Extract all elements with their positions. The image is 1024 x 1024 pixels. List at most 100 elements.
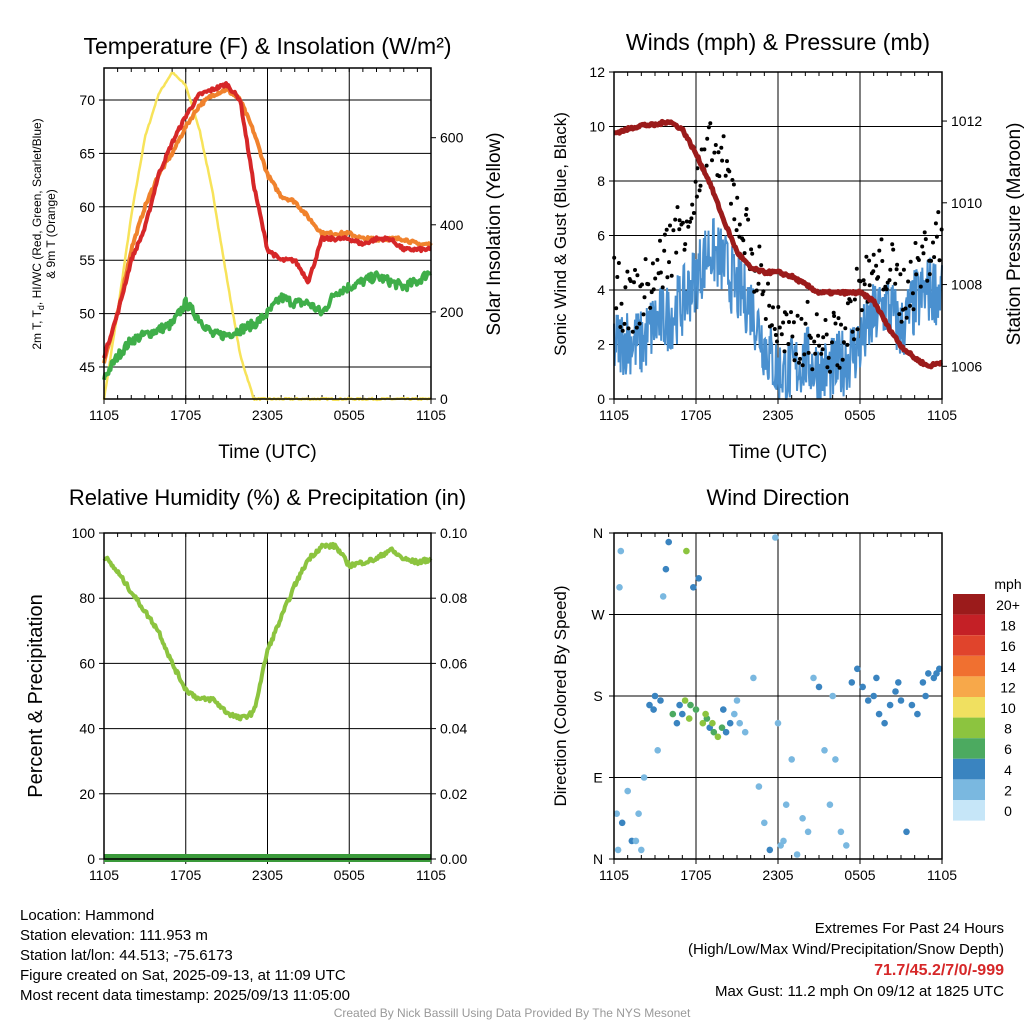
gust-point <box>789 310 793 315</box>
legend-label: 4 <box>1004 762 1012 778</box>
gust-point <box>664 227 669 232</box>
gust-point <box>658 270 663 275</box>
gust-point <box>643 257 648 262</box>
sonic-wind-line <box>613 217 943 400</box>
x-tick-label: 1105 <box>416 867 446 883</box>
gust-point <box>781 320 786 325</box>
gust-point <box>830 340 834 345</box>
direction-point <box>892 688 899 695</box>
speed-legend: mph 20+ 18 16 14 12 10 8 6 4 2 0 <box>953 576 1022 821</box>
gust-point <box>651 287 656 292</box>
max-gust: Max Gust: 11.2 mph On 09/12 at 1825 UTC <box>714 983 1004 1000</box>
plot-frame <box>613 71 943 400</box>
direction-point <box>624 787 631 795</box>
y-tick-label: 100 <box>72 525 96 541</box>
x-tick-label: 1105 <box>416 407 446 423</box>
gust-point <box>750 251 755 256</box>
gust-point <box>893 281 898 286</box>
gust-point <box>695 166 700 171</box>
direction-point <box>618 819 626 827</box>
legend-swatch <box>953 614 985 636</box>
x-tick-label: 0505 <box>844 407 875 423</box>
direction-point <box>837 828 845 836</box>
direction-point <box>799 815 806 822</box>
x-tick-label: 1105 <box>927 407 957 423</box>
gust-point <box>820 347 825 352</box>
gust-point <box>929 258 934 263</box>
gust-point <box>773 333 778 337</box>
gust-point <box>918 284 923 289</box>
gust-point <box>897 312 902 317</box>
gust-point <box>898 272 903 277</box>
gust-point <box>914 272 919 277</box>
direction-tick-label: W <box>591 607 605 623</box>
gust-point <box>825 365 830 370</box>
x-tick-label: 0505 <box>334 867 365 883</box>
direction-point <box>699 719 707 727</box>
gust-point <box>719 145 724 150</box>
gust-point <box>744 207 749 211</box>
gust-point <box>769 323 774 328</box>
gust-point <box>710 158 714 163</box>
gust-point <box>934 234 939 239</box>
gust-point <box>932 255 937 260</box>
direction-point <box>826 801 834 808</box>
y-tick-label: 0 <box>87 851 95 867</box>
gust-point <box>660 285 665 290</box>
legend-swatch <box>953 758 985 780</box>
gust-point <box>845 301 850 306</box>
gust-point <box>694 194 699 199</box>
extremes-subtitle: (High/Low/Max Wind/Precipitation/Snow De… <box>688 941 1004 958</box>
gust-point <box>831 310 836 315</box>
gust-point <box>787 320 791 324</box>
x-tick-label: 1105 <box>89 867 119 883</box>
gust-point <box>906 279 911 284</box>
gust-point <box>625 269 630 274</box>
y-tick-label: 0 <box>597 391 605 407</box>
direction-point <box>687 701 694 709</box>
gust-point <box>901 267 906 272</box>
gust-point <box>618 325 623 329</box>
direction-point <box>702 710 709 718</box>
gust-point <box>911 307 916 312</box>
gust-point <box>630 329 635 334</box>
gust-point <box>729 201 733 206</box>
wind-ylabel: Sonic Wind & Gust (Blue, Black) <box>551 112 570 356</box>
gust-point <box>877 248 882 253</box>
y2-tick-label: 400 <box>440 217 464 233</box>
direction-ylabel: Direction (Colored By Speed) <box>551 585 570 806</box>
gust-point <box>730 178 735 182</box>
temperature-ylabel-line2: & 9m T (Orange) <box>44 189 58 279</box>
direction-point <box>750 674 757 682</box>
direction-point <box>731 710 738 718</box>
gust-point <box>759 263 764 268</box>
gust-point <box>802 352 807 357</box>
gust-point <box>713 143 718 147</box>
y2-tick-label: 1010 <box>951 195 982 211</box>
y2-tick-label: 0.00 <box>440 851 467 867</box>
temperature-panel: 45 50 55 60 65 70 0 200 400 600 1105 1705 2305 0505 11… <box>30 33 505 463</box>
gust-point <box>833 321 838 326</box>
gust-point <box>927 272 932 277</box>
direction-point <box>679 710 686 718</box>
gust-point <box>677 218 682 223</box>
gust-point <box>937 258 942 263</box>
gust-point <box>813 351 818 356</box>
gust-point <box>655 257 660 262</box>
dewpoint-line <box>102 270 432 381</box>
direction-point <box>736 719 743 727</box>
gust-point <box>658 238 662 243</box>
y2-tick-label: 0.06 <box>440 655 467 671</box>
gust-point <box>665 275 670 280</box>
gust-point <box>795 313 800 318</box>
direction-point <box>690 584 697 591</box>
gust-point <box>797 360 801 365</box>
gust-point <box>814 312 819 317</box>
extremes-box: Extremes For Past 24 Hours (High/Low/Max… <box>688 918 1004 1002</box>
direction-point <box>726 719 734 727</box>
y2-tick-label: 1012 <box>951 113 982 129</box>
gust-point <box>684 219 689 224</box>
gust-point <box>689 216 694 221</box>
gust-point <box>626 326 631 331</box>
